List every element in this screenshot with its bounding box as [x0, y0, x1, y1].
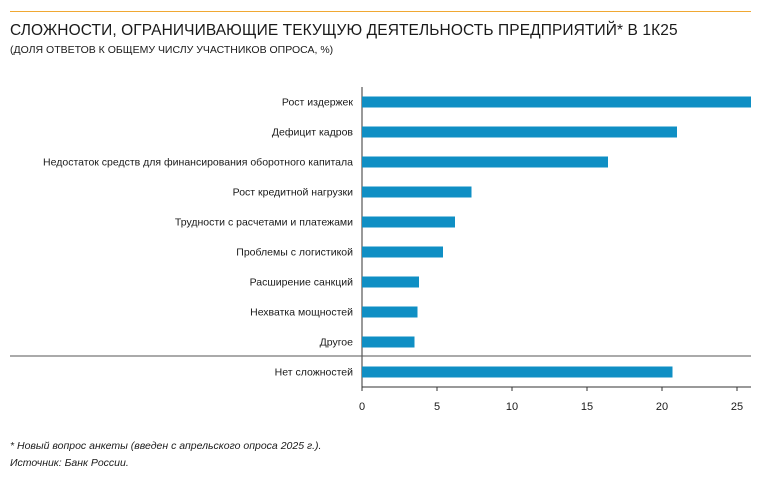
bar-4 [362, 186, 472, 198]
category-label-5: Трудности с расчетами и платежами [175, 217, 353, 229]
bar-2 [362, 126, 677, 138]
x-tick-label-2: 5 [434, 401, 440, 413]
category-label-8: Нехватка мощностей [250, 307, 353, 319]
category-label-4: Рост кредитной нагрузки [233, 187, 353, 199]
x-tick-label-6: 25 [731, 401, 743, 413]
bar-6 [362, 246, 443, 258]
category-label-7: Расширение санкций [250, 277, 353, 289]
category-label-10: Нет сложностей [275, 367, 353, 379]
bar-5 [362, 216, 455, 228]
bar-8 [362, 306, 418, 318]
x-tick-label-3: 10 [506, 401, 518, 413]
bar-10 [362, 366, 673, 378]
bar-1 [362, 96, 751, 108]
chart-title: СЛОЖНОСТИ, ОГРАНИЧИВАЮЩИЕ ТЕКУЩУЮ ДЕЯТЕЛ… [10, 22, 678, 39]
category-label-6: Проблемы с логистикой [236, 247, 353, 259]
x-tick-label-5: 20 [656, 401, 668, 413]
bar-9 [362, 336, 415, 348]
category-label-1: Рост издержек [282, 97, 353, 109]
bar-7 [362, 276, 419, 288]
top-accent-rule [10, 11, 751, 12]
bar-3 [362, 156, 608, 168]
category-label-9: Другое [320, 337, 354, 349]
x-tick-label-1: 0 [359, 401, 365, 413]
footnote: * Новый вопрос анкеты (введен с апрельск… [10, 440, 322, 452]
source-note: Источник: Банк России. [10, 457, 129, 469]
category-label-2: Дефицит кадров [272, 127, 354, 139]
chart-subtitle: (ДОЛЯ ОТВЕТОВ К ОБЩЕМУ ЧИСЛУ УЧАСТНИКОВ … [10, 44, 334, 56]
category-label-3: Недостаток средств для финансирования об… [43, 157, 353, 169]
x-tick-label-4: 15 [581, 401, 593, 413]
